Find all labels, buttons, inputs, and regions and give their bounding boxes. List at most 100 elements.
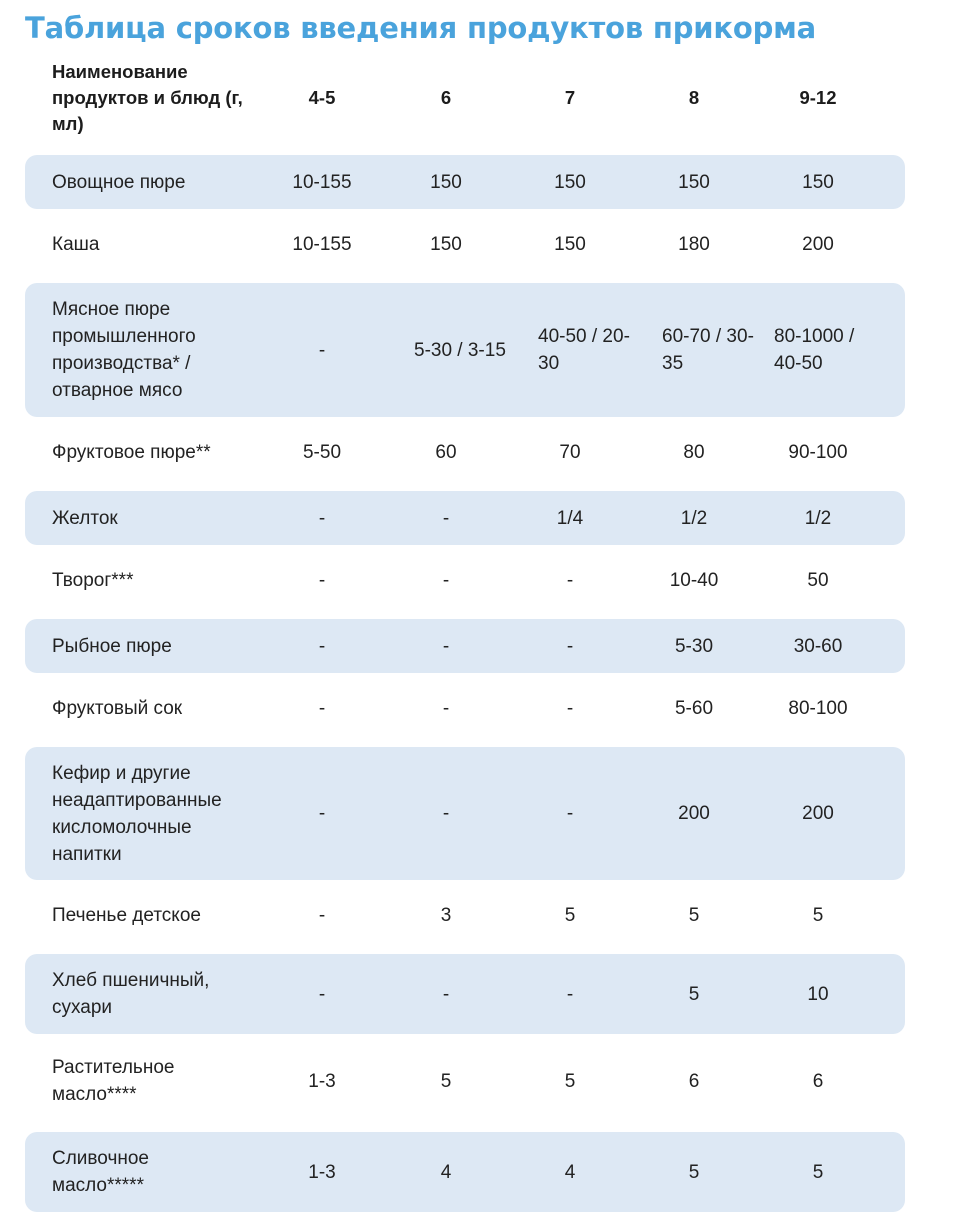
table-row: Мясное пюре промышленного производства* …: [25, 283, 905, 417]
row-value: -: [442, 507, 450, 529]
row-value: 5: [688, 1161, 700, 1183]
row-value: -: [566, 570, 574, 591]
table-row: Хлеб пшеничный, сухари - - - 5 10: [25, 954, 905, 1034]
row-value: -: [566, 983, 574, 1005]
row-name: Желток: [52, 507, 118, 529]
row-name: Фруктовое пюре**: [52, 442, 211, 463]
row-value: 1-3: [308, 1161, 336, 1183]
row-value: 1/2: [804, 507, 832, 529]
row-value: 5-50: [302, 442, 342, 463]
row-value: 10-40: [669, 570, 719, 591]
header-month: 8: [688, 87, 700, 108]
row-name: Творог***: [52, 570, 134, 591]
table-row: Творог*** - - - 10-40 50: [25, 553, 905, 608]
header-month: 9-12: [799, 87, 837, 108]
row-value: 1-3: [308, 1070, 336, 1092]
row-value: 80-1000 / 40-50: [774, 326, 855, 374]
row-value: -: [442, 698, 450, 719]
row-value: -: [318, 507, 326, 529]
row-name: Кефир и другие неадаптированные кисломол…: [52, 762, 222, 865]
header-name: Наименование продуктов и блюд (г, мл): [52, 61, 243, 134]
row-value: 150: [554, 171, 586, 193]
row-value: 5-60: [674, 698, 714, 719]
row-value: -: [318, 339, 326, 361]
row-value: 6: [688, 1070, 700, 1092]
row-value: 3: [440, 905, 452, 926]
row-value: 70: [559, 442, 581, 463]
row-value: 80: [683, 442, 705, 463]
row-value: 5-30 / 3-15: [414, 339, 506, 361]
row-value: 4: [564, 1161, 576, 1183]
row-value: 5: [440, 1070, 452, 1092]
row-value: 40-50 / 20-30: [538, 326, 630, 374]
row-value: 5: [812, 1161, 824, 1183]
row-value: 30-60: [793, 635, 843, 657]
row-value: 200: [678, 803, 710, 824]
row-value: -: [318, 905, 326, 926]
table-row: Желток - - 1/4 1/2 1/2: [25, 491, 905, 545]
row-value: 5: [688, 983, 700, 1005]
row-value: 4: [440, 1161, 452, 1183]
row-value: 5: [564, 1070, 576, 1092]
row-value: -: [566, 635, 574, 657]
table-row: Фруктовое пюре** 5-50 60 70 80 90-100: [25, 425, 905, 480]
row-name: Хлеб пшеничный, сухари: [52, 970, 210, 1018]
row-value: -: [318, 635, 326, 657]
row-value: -: [442, 983, 450, 1005]
row-value: -: [318, 698, 326, 719]
row-value: -: [318, 803, 326, 824]
header-month: 6: [440, 87, 452, 108]
table-row: Растительное масло**** 1-3 5 5 6 6: [25, 1042, 905, 1120]
table-row: Печенье детское - 3 5 5 5: [25, 888, 905, 943]
table-row: Рыбное пюре - - - 5-30 30-60: [25, 619, 905, 673]
table-row: Каша 10-155 150 150 180 200: [25, 217, 905, 272]
header-month: 4-5: [308, 87, 336, 108]
row-value: -: [442, 635, 450, 657]
row-value: 150: [678, 171, 710, 193]
row-value: 150: [554, 234, 586, 255]
row-value: 90-100: [788, 442, 848, 463]
row-value: 1/2: [680, 507, 708, 529]
row-value: -: [442, 570, 450, 591]
row-value: 60-70 / 30-35: [662, 326, 754, 374]
row-name: Каша: [52, 234, 100, 255]
table-row: Овощное пюре 10-155 150 150 150 150: [25, 155, 905, 209]
row-value: 5: [812, 905, 824, 926]
row-value: 150: [430, 234, 462, 255]
row-value: 5-30: [674, 635, 714, 657]
row-name: Овощное пюре: [52, 171, 186, 193]
row-value: 10-155: [292, 234, 352, 255]
row-value: -: [318, 983, 326, 1005]
feeding-table: Наименование продуктов и блюд (г, мл) 4-…: [25, 52, 905, 1212]
row-value: 150: [430, 171, 462, 193]
row-name: Фруктовый сок: [52, 698, 183, 719]
row-value: 10: [807, 983, 829, 1005]
row-value: -: [566, 698, 574, 719]
row-value: 5: [564, 905, 576, 926]
row-name: Растительное масло****: [52, 1057, 175, 1105]
row-value: 200: [802, 234, 834, 255]
row-value: 50: [807, 570, 829, 591]
table-row: Кефир и другие неадаптированные кисломол…: [25, 747, 905, 880]
table-header: Наименование продуктов и блюд (г, мл) 4-…: [25, 52, 905, 144]
header-month: 7: [564, 87, 576, 108]
table-row: Сливочное масло***** 1-3 4 4 5 5: [25, 1132, 905, 1212]
table-row: Фруктовый сок - - - 5-60 80-100: [25, 681, 905, 736]
row-value: 60: [435, 442, 457, 463]
row-value: 1/4: [556, 507, 584, 529]
page-title: Таблица сроков введения продуктов прикор…: [25, 11, 817, 45]
row-value: 10-155: [292, 171, 352, 193]
row-value: 6: [812, 1070, 824, 1092]
row-name: Мясное пюре промышленного производства* …: [52, 299, 196, 401]
row-value: -: [566, 803, 574, 824]
row-value: 180: [678, 234, 710, 255]
row-value: 150: [802, 171, 834, 193]
row-value: -: [442, 803, 450, 824]
row-value: 200: [802, 803, 834, 824]
row-name: Рыбное пюре: [52, 635, 172, 657]
row-value: 80-100: [788, 698, 848, 719]
row-name: Печенье детское: [52, 905, 201, 926]
row-value: 5: [688, 905, 700, 926]
row-name: Сливочное масло*****: [52, 1148, 149, 1196]
row-value: -: [318, 570, 326, 591]
